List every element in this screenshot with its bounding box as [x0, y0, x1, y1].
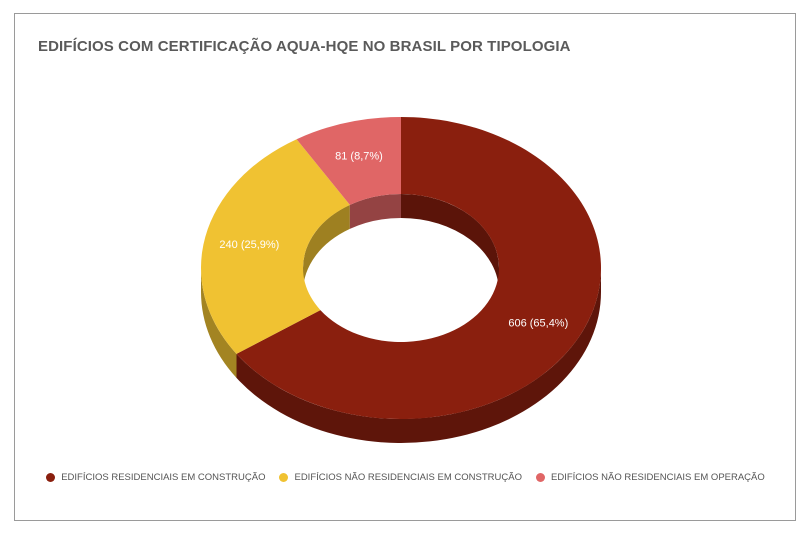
- legend-label: EDIFÍCIOS NÃO RESIDENCIAIS EM CONSTRUÇÃO: [294, 472, 522, 483]
- slice-edificios-nao-residenciais-em-operacao: [296, 117, 401, 205]
- legend-swatch: [46, 473, 56, 482]
- legend-item-edificios-nao-residenciais-em-operacao: EDIFÍCIOS NÃO RESIDENCIAIS EM OPERAÇÃO: [535, 472, 765, 483]
- donut-slices: [201, 117, 602, 419]
- legend-swatch: [279, 473, 289, 482]
- chart-title: EDIFÍCIOS COM CERTIFICAÇÃO AQUA-HQE NO B…: [38, 38, 571, 55]
- legend-item-edificios-residenciais-em-construcao: EDIFÍCIOS RESIDENCIAIS EM CONSTRUÇÃO: [46, 472, 265, 483]
- legend-swatch: [535, 473, 545, 482]
- donut-side-walls: [201, 268, 602, 443]
- slice-hole-wall-edificios-residenciais-em-construcao: [401, 194, 499, 292]
- legend-label: EDIFÍCIOS RESIDENCIAIS EM CONSTRUÇÃO: [61, 472, 266, 483]
- data-label-edificios-nao-residenciais-em-operacao: 81 (8,7%): [335, 150, 383, 162]
- legend-label: EDIFÍCIOS NÃO RESIDENCIAIS EM OPERAÇÃO: [550, 472, 765, 483]
- slice-side-edificios-nao-residenciais-em-construcao: [201, 268, 237, 378]
- donut-data-labels: 606 (65,4%) 240 (25,9%) 81 (8,7%): [219, 150, 568, 329]
- slice-edificios-nao-residenciais-em-construcao: [201, 139, 350, 354]
- donut-chart: 606 (65,4%) 240 (25,9%) 81 (8,7%): [201, 117, 602, 443]
- donut-hole-walls: [303, 194, 499, 292]
- slice-hole-wall-edificios-nao-residenciais-em-operacao: [349, 194, 401, 229]
- slice-side-edificios-residenciais-em-construcao: [236, 268, 602, 443]
- data-label-edificios-residenciais-em-construcao: 606 (65,4%): [508, 317, 568, 329]
- legend-item-edificios-nao-residenciais-em-construcao: EDIFÍCIOS NÃO RESIDENCIAIS EM CONSTRUÇÃO: [279, 472, 522, 483]
- slice-hole-wall-edificios-nao-residenciais-em-construcao: [303, 204, 350, 292]
- data-label-edificios-nao-residenciais-em-construcao: 240 (25,9%): [219, 239, 279, 251]
- chart-legend: EDIFÍCIOS RESIDENCIAIS EM CONSTRUÇÃO EDIF…: [0, 472, 811, 483]
- slice-edificios-residenciais-em-construcao: [236, 117, 602, 419]
